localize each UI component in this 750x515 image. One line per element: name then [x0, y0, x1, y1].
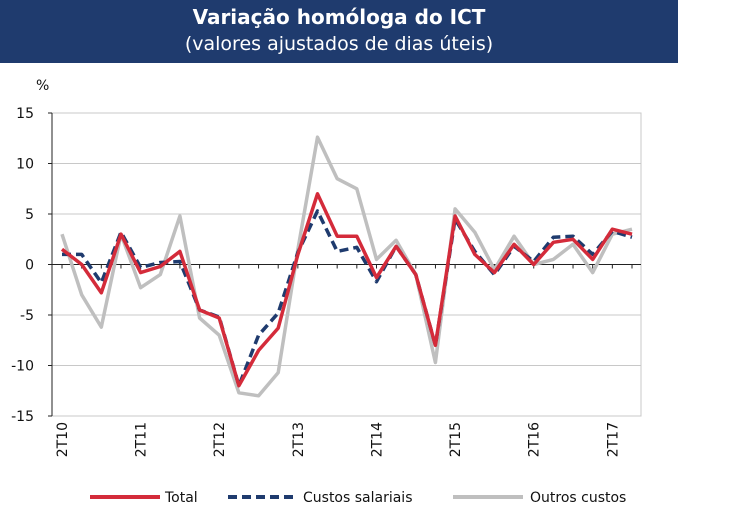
series-line-outros-custos [60, 135, 633, 398]
x-tick-label: 2T12 [212, 422, 228, 457]
chart-subtitle: (valores ajustados de dias úteis) [184, 33, 494, 55]
x-tick-label: 2T14 [369, 422, 385, 457]
legend-label: Outros custos [530, 490, 626, 506]
y-tick-label: 5 [25, 207, 34, 223]
y-tick-label: 15 [16, 106, 34, 122]
x-tick-label: 2T10 [55, 422, 71, 457]
chart-title: Variação homóloga do ICT [192, 5, 486, 29]
y-tick-label: -10 [11, 359, 34, 375]
chart-title-box: Variação homóloga do ICT (valores ajusta… [0, 0, 678, 63]
y-tick-label: 0 [25, 258, 34, 274]
series-line-custos-salariais [62, 209, 633, 388]
x-tick-label: 2T11 [134, 422, 150, 457]
x-tick-label: 2T15 [448, 422, 464, 457]
x-tick-label: 2T16 [527, 422, 543, 457]
x-tick-label: 2T13 [291, 422, 307, 457]
legend-label: Custos salariais [303, 490, 413, 506]
series-line-total [60, 192, 633, 388]
y-tick-label: -5 [20, 308, 34, 324]
legend: Total Custos salariais Outros custos [90, 490, 626, 506]
y-axis-unit-label: % [36, 78, 49, 94]
legend-label: Total [164, 490, 198, 506]
series-lines [60, 135, 633, 398]
y-tick-label: -15 [11, 409, 34, 425]
x-tick-label: 2T17 [605, 422, 621, 457]
axes: 15 10 5 0 -5 -10 -15 2T10 2T11 2T12 2T13 2T14 2T15 2T… [11, 106, 641, 457]
y-tick-label: 10 [16, 157, 34, 173]
